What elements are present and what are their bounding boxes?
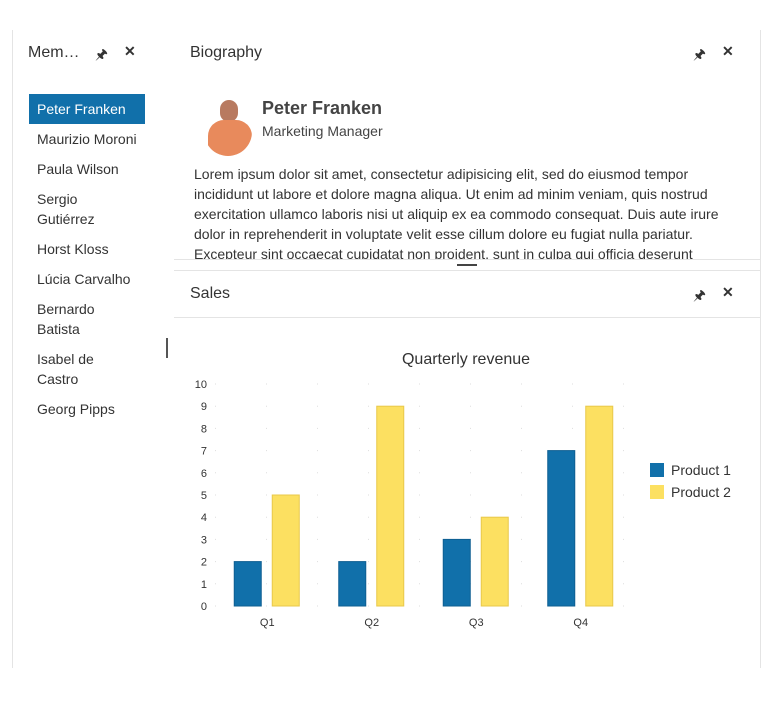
legend-label: Product 1 <box>671 462 731 478</box>
member-list-item[interactable]: Maurizio Moroni <box>37 131 137 147</box>
x-tick-label: Q4 <box>573 617 588 629</box>
y-tick-label: 4 <box>201 512 207 524</box>
member-list: Peter Franken Maurizio Moroni Paula Wilson… <box>29 94 145 424</box>
member-list-item[interactable]: Georg Pipps <box>37 401 115 417</box>
pin-icon[interactable]: 🖈 <box>95 46 108 62</box>
y-tick-label: 3 <box>201 534 207 546</box>
legend-label: Product 2 <box>671 484 731 500</box>
member-list-item[interactable]: Peter Franken <box>29 94 145 124</box>
bar-product-1-Q2 <box>338 561 367 607</box>
y-tick-label: 6 <box>201 468 207 480</box>
divider <box>174 270 760 271</box>
biography-panel-title: Biography <box>190 44 263 61</box>
x-tick-label: Q3 <box>469 617 484 629</box>
avatar <box>204 98 252 156</box>
y-tick-label: 0 <box>201 601 207 613</box>
member-list-item[interactable]: Sergio Gutiérrez <box>37 191 95 227</box>
member-list-item[interactable]: Lúcia Carvalho <box>37 271 131 287</box>
y-tick-label: 1 <box>201 579 207 591</box>
bar-product-2-Q2 <box>376 405 405 607</box>
bio-name: Peter Franken <box>262 98 383 118</box>
bar-product-2-Q3 <box>480 516 509 607</box>
splitter-handle[interactable] <box>457 264 477 266</box>
divider <box>174 259 760 260</box>
sales-panel-title: Sales <box>190 285 231 302</box>
pin-icon[interactable]: 🖈 <box>693 287 706 303</box>
panel-border <box>760 30 761 668</box>
close-icon[interactable]: ✕ <box>722 43 734 59</box>
bio-text: Lorem ipsum dolor sit amet, consectetur … <box>194 166 719 260</box>
y-tick-label: 10 <box>195 379 207 391</box>
bio-role: Marketing Manager <box>262 123 383 139</box>
bar-product-1-Q4 <box>547 450 576 607</box>
bar-product-2-Q4 <box>585 405 614 607</box>
close-icon[interactable]: ✕ <box>124 43 136 59</box>
close-icon[interactable]: ✕ <box>722 284 734 300</box>
member-list-item[interactable]: Paula Wilson <box>37 161 119 177</box>
legend-swatch <box>650 485 664 499</box>
members-panel-title: Mem… <box>28 44 80 61</box>
y-tick-label: 8 <box>201 423 207 435</box>
bar-product-2-Q1 <box>271 494 300 607</box>
divider <box>174 317 760 318</box>
legend-swatch <box>650 463 664 477</box>
y-tick-label: 5 <box>201 490 207 502</box>
members-panel <box>12 30 161 668</box>
splitter-handle[interactable] <box>166 338 168 358</box>
chart-title: Quarterly revenue <box>402 351 530 368</box>
y-tick-label: 7 <box>201 446 207 458</box>
y-tick-label: 9 <box>201 401 207 413</box>
x-tick-label: Q2 <box>364 617 379 629</box>
member-list-item[interactable]: Bernardo Batista <box>37 301 95 337</box>
pin-icon[interactable]: 🖈 <box>693 46 706 62</box>
member-list-item[interactable]: Isabel de Castro <box>37 351 94 387</box>
member-list-item[interactable]: Horst Kloss <box>37 241 109 257</box>
x-tick-label: Q1 <box>260 617 275 629</box>
bar-product-1-Q3 <box>442 538 471 607</box>
bar-product-1-Q1 <box>233 561 262 607</box>
y-tick-label: 2 <box>201 557 207 569</box>
